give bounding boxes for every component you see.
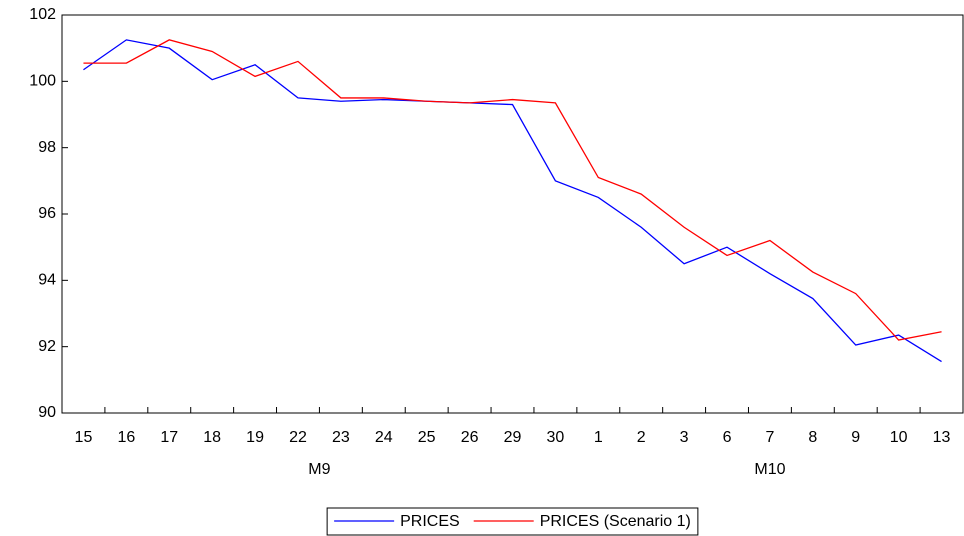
x-tick-label: 25 <box>418 429 436 446</box>
y-tick-label: 102 <box>29 6 56 23</box>
y-tick-label: 94 <box>38 272 56 289</box>
x-tick-label: 9 <box>851 429 860 446</box>
x-tick-label: 1 <box>594 429 603 446</box>
x-tick-label: 7 <box>765 429 774 446</box>
x-tick-label: 24 <box>375 429 393 446</box>
x-tick-label: 19 <box>246 429 264 446</box>
x-tick-label: 10 <box>890 429 908 446</box>
legend-label: PRICES (Scenario 1) <box>540 513 691 530</box>
series-line <box>83 39 942 363</box>
x-tick-label: 6 <box>723 429 732 446</box>
x-tick-label: 30 <box>547 429 565 446</box>
y-tick-label: 92 <box>38 338 56 355</box>
x-tick-label: 8 <box>808 429 817 446</box>
y-tick-label: 90 <box>38 404 56 421</box>
x-tick-label: 16 <box>117 429 135 446</box>
x-tick-label: 18 <box>203 429 221 446</box>
x-tick-label: 23 <box>332 429 350 446</box>
x-group-label: M10 <box>754 461 785 478</box>
x-tick-label: 2 <box>637 429 646 446</box>
x-tick-label: 15 <box>75 429 93 446</box>
y-tick-label: 98 <box>38 139 56 156</box>
y-tick-label: 100 <box>29 73 56 90</box>
x-group-label: M9 <box>308 461 330 478</box>
series-line <box>83 39 942 341</box>
x-tick-label: 17 <box>160 429 178 446</box>
x-tick-label: 29 <box>504 429 522 446</box>
legend: PRICES PRICES (Scenario 1) <box>326 507 699 536</box>
x-tick-label: 3 <box>680 429 689 446</box>
x-tick-label: 26 <box>461 429 479 446</box>
plot-frame <box>61 14 964 414</box>
y-tick-label: 96 <box>38 205 56 222</box>
x-tick-label: 22 <box>289 429 307 446</box>
legend-label: PRICES <box>400 513 460 530</box>
x-tick-label: 13 <box>933 429 951 446</box>
